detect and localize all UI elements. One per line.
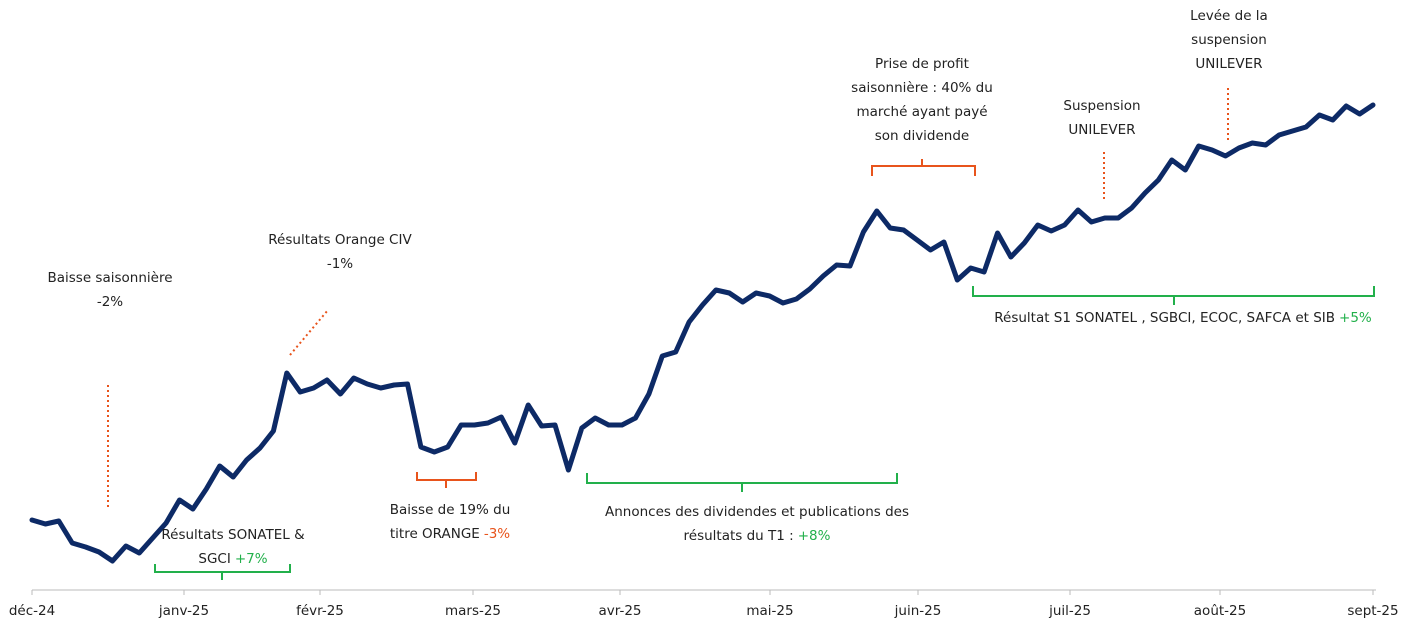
annotation: Résultats Orange CIV <box>268 232 412 248</box>
annotation: Baisse de 19% du <box>390 502 511 518</box>
annotation-text: marché ayant payé <box>856 104 987 120</box>
bracket <box>586 473 898 492</box>
annotation: suspension <box>1191 32 1267 48</box>
leader <box>289 309 329 356</box>
annotation: Levée de la <box>1190 8 1268 24</box>
annotation: Suspension <box>1063 98 1140 114</box>
annotation: UNILEVER <box>1068 122 1135 138</box>
x-tick-label: juin-25 <box>894 603 942 619</box>
x-tick-label: mars-25 <box>445 603 501 619</box>
annotation-change: +5% <box>1339 310 1372 326</box>
annotation: son dividende <box>875 128 970 144</box>
annotation-change: +7% <box>235 551 268 567</box>
x-tick-label: sept-25 <box>1347 603 1398 619</box>
annotation: Résultats SONATEL & <box>161 527 305 543</box>
brackets <box>154 159 1375 580</box>
annotation-text: Baisse de 19% du <box>390 502 511 518</box>
x-tick-label: janv-25 <box>158 603 209 619</box>
line-series <box>29 102 1376 564</box>
annotation: Baisse saisonnière <box>47 270 172 286</box>
annotation-text: résultats du T1 : <box>684 528 794 544</box>
x-tick-label: déc-24 <box>9 603 55 619</box>
annotation-text: Résultats Orange CIV <box>268 232 412 248</box>
annotation: Annonces des dividendes et publications … <box>605 504 909 520</box>
annotation: titre ORANGE -3% <box>390 526 510 542</box>
annotation-text: SGCI <box>198 551 230 567</box>
annotation-text: suspension <box>1191 32 1267 48</box>
annotation-text: UNILEVER <box>1195 56 1262 72</box>
annotation: SGCI +7% <box>198 551 267 567</box>
annotation: Résultat S1 SONATEL , SGBCI, ECOC, SAFCA… <box>994 310 1372 326</box>
bracket <box>416 472 477 488</box>
annotation-text: Annonces des dividendes et publications … <box>605 504 909 520</box>
annotation-text: UNILEVER <box>1068 122 1135 138</box>
annotation: Prise de profit <box>875 56 969 72</box>
annotation-change: -2% <box>97 294 123 310</box>
x-tick-label: juil-25 <box>1048 603 1091 619</box>
annotation-text: Baisse saisonnière <box>47 270 172 286</box>
annotation-change: -1% <box>327 256 353 272</box>
bracket <box>154 564 291 580</box>
annotation-change: +8% <box>798 528 831 544</box>
annotation-text: Prise de profit <box>875 56 969 72</box>
annotation-text: Résultat S1 SONATEL , SGBCI, ECOC, SAFCA… <box>994 310 1335 326</box>
annotation: résultats du T1 : +8% <box>684 528 831 544</box>
annotation-text: Résultats SONATEL & <box>161 527 305 543</box>
x-tick-label: mai-25 <box>746 603 793 619</box>
annotation-text: Levée de la <box>1190 8 1268 24</box>
bracket <box>972 286 1375 305</box>
x-tick-label: févr-25 <box>296 603 344 619</box>
annotation: marché ayant payé <box>856 104 987 120</box>
annotation-text: Suspension <box>1063 98 1140 114</box>
leaders <box>107 88 1229 510</box>
x-tick-label: avr-25 <box>599 603 642 619</box>
annotation-change: -3% <box>484 526 510 542</box>
annotation-text: son dividende <box>875 128 970 144</box>
bracket <box>871 159 976 176</box>
x-tick-label: août-25 <box>1194 603 1246 619</box>
annotation-text: saisonnière : 40% du <box>851 80 993 96</box>
annotation-text: titre ORANGE <box>390 526 480 542</box>
annotation: UNILEVER <box>1195 56 1262 72</box>
annotation: saisonnière : 40% du <box>851 80 993 96</box>
